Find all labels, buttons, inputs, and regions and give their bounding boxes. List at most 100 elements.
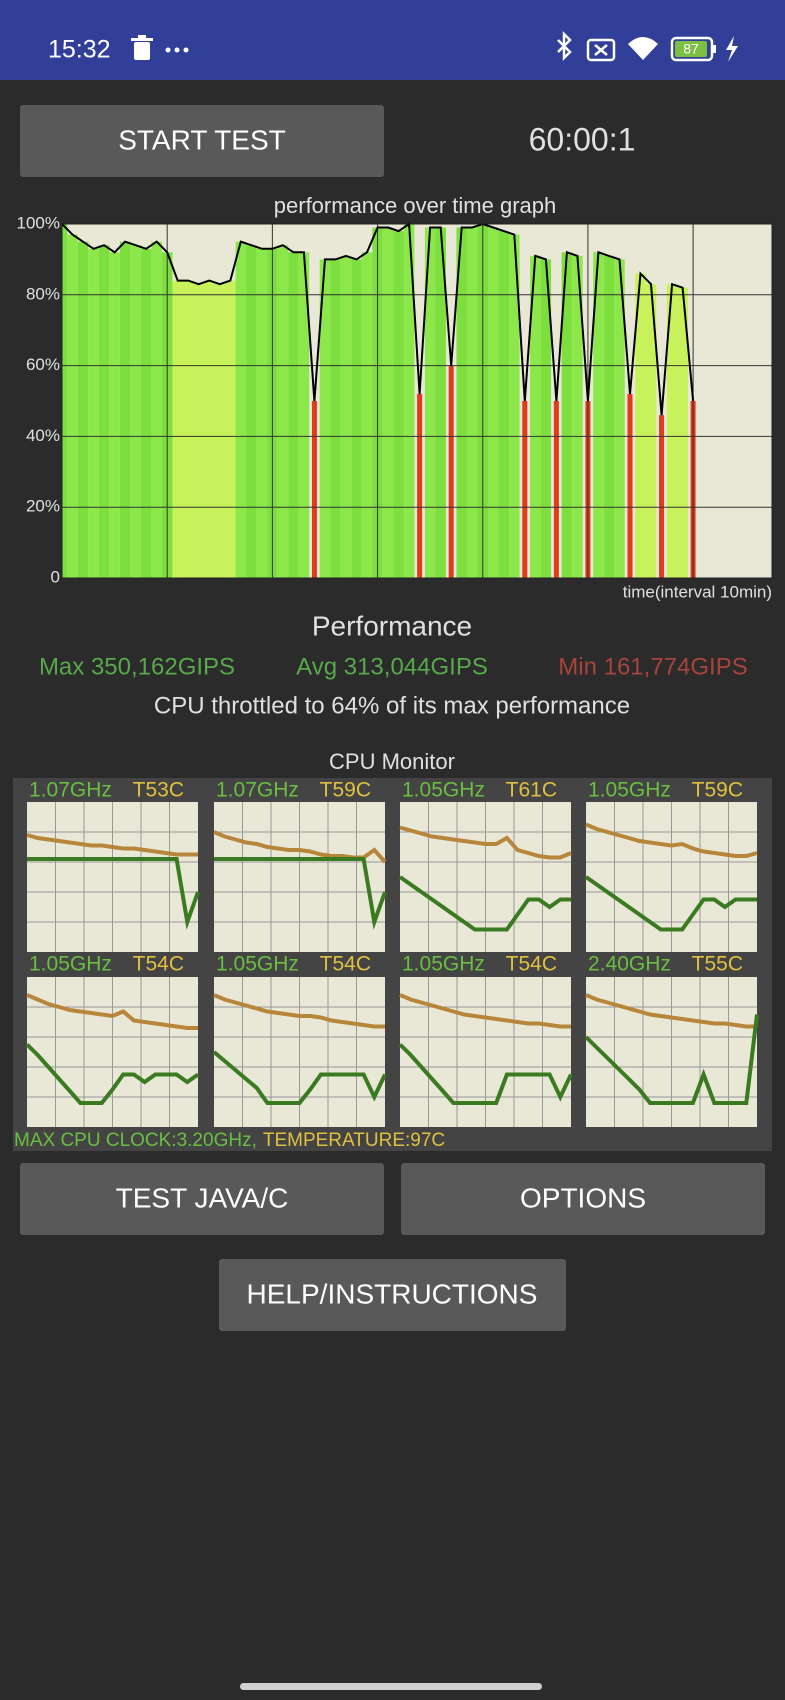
options-button[interactable] bbox=[401, 1163, 765, 1235]
help-label: HELP/INSTRUCTIONS bbox=[247, 1278, 538, 1309]
max-temperature: TEMPERATURE:97C bbox=[263, 1130, 445, 1151]
performance-strip bbox=[351, 259, 362, 578]
core-temperature: T54C bbox=[133, 953, 184, 976]
performance-strip bbox=[572, 255, 583, 579]
performance-strip bbox=[225, 280, 236, 578]
performance-strip bbox=[77, 241, 89, 578]
help-button[interactable] bbox=[219, 1259, 566, 1331]
performance-strip bbox=[330, 259, 341, 578]
frequency-line bbox=[27, 857, 200, 930]
avg-performance: Avg 313,044GIPS bbox=[296, 653, 488, 680]
performance-strip bbox=[204, 280, 215, 578]
performance-strip bbox=[67, 234, 78, 578]
performance-strip bbox=[522, 401, 528, 578]
charging-icon bbox=[726, 36, 738, 62]
y-tick-label: 100% bbox=[17, 213, 60, 232]
core-temperature: T54C bbox=[320, 953, 371, 976]
timer: 60:00:1 bbox=[529, 121, 636, 157]
temperature-line bbox=[26, 993, 198, 1030]
performance-chart: 0 20% 40% 60% 80% 100% bbox=[17, 213, 773, 586]
performance-heading: Performance bbox=[312, 610, 472, 641]
core-frequency: 1.05GHz bbox=[588, 779, 671, 802]
frequency-line bbox=[398, 1043, 573, 1105]
core-temperature: T59C bbox=[320, 779, 371, 802]
performance-strip bbox=[561, 252, 573, 578]
performance-strip bbox=[288, 252, 299, 578]
frequency-line bbox=[584, 875, 757, 932]
performance-strip bbox=[603, 255, 615, 579]
performance-strip bbox=[62, 224, 68, 578]
performance-strip bbox=[361, 252, 373, 578]
performance-strip bbox=[498, 231, 510, 578]
home-indicator bbox=[240, 1683, 542, 1690]
performance-strip bbox=[456, 227, 467, 579]
performance-strip bbox=[193, 284, 204, 578]
performance-strip bbox=[593, 252, 604, 578]
performance-strip bbox=[235, 241, 247, 578]
performance-strip bbox=[88, 248, 99, 578]
battery-icon bbox=[670, 36, 716, 62]
temperature-line bbox=[399, 825, 572, 860]
chart-title: performance over time graph bbox=[274, 193, 556, 218]
performance-strip bbox=[435, 227, 446, 579]
performance-strip bbox=[182, 280, 194, 578]
performance-strip bbox=[645, 284, 657, 578]
wifi-icon bbox=[628, 37, 658, 60]
performance-strip bbox=[109, 252, 120, 578]
performance-strip bbox=[403, 224, 415, 578]
min-performance: Min 161,774GIPS bbox=[558, 653, 747, 680]
core-frequency: 1.05GHz bbox=[402, 779, 485, 802]
x-axis-label: time(interval 10min) bbox=[623, 582, 772, 601]
battery-level: 87 bbox=[683, 41, 699, 57]
performance-strip bbox=[119, 241, 131, 578]
core-temperature: T59C bbox=[692, 779, 743, 802]
performance-strip bbox=[530, 255, 541, 579]
frequency-line bbox=[214, 857, 387, 930]
temperature-line bbox=[213, 993, 385, 1029]
status-bar bbox=[0, 0, 785, 80]
temperature-line bbox=[585, 822, 758, 858]
performance-line bbox=[61, 222, 695, 416]
performance-strip bbox=[340, 255, 352, 579]
cpu-monitor-cores: 1.07GHz T53C 1.07GHz T59C 1.05GHz T61C 1.05GHz… bbox=[25, 779, 759, 1127]
core-frequency: 1.05GHz bbox=[402, 953, 485, 976]
performance-strip bbox=[627, 393, 633, 578]
performance-strip bbox=[659, 415, 665, 578]
performance-strip bbox=[256, 248, 268, 578]
performance-strip bbox=[666, 284, 678, 578]
start-test-button[interactable] bbox=[20, 105, 384, 177]
start-test-label: START TEST bbox=[118, 124, 286, 155]
temperature-line bbox=[399, 993, 571, 1029]
no-sim-icon bbox=[586, 38, 616, 62]
y-tick-label: 60% bbox=[26, 355, 60, 374]
performance-strip bbox=[393, 231, 404, 578]
core-temperature: T54C bbox=[506, 953, 557, 976]
performance-strip bbox=[417, 393, 423, 578]
performance-strip bbox=[130, 245, 141, 579]
performance-strip bbox=[382, 227, 394, 579]
y-tick-label: 40% bbox=[26, 426, 60, 445]
performance-strip bbox=[677, 287, 688, 578]
core-temperature: T53C bbox=[133, 779, 184, 802]
core-temperature: T55C bbox=[692, 953, 743, 976]
y-tick-label: 80% bbox=[26, 284, 60, 303]
performance-strip bbox=[540, 259, 552, 578]
performance-strip bbox=[98, 245, 110, 579]
cpu-monitor-title: CPU Monitor bbox=[329, 749, 455, 774]
bluetooth-icon bbox=[557, 30, 572, 62]
frequency-line bbox=[25, 1043, 200, 1105]
core-temperature: T61C bbox=[506, 779, 557, 802]
frequency-line bbox=[398, 875, 571, 932]
performance-strip bbox=[298, 252, 310, 578]
performance-strip bbox=[635, 273, 646, 578]
performance-strip bbox=[311, 401, 317, 578]
performance-strip bbox=[151, 241, 162, 578]
performance-strip bbox=[277, 245, 289, 579]
more-icon bbox=[165, 47, 189, 53]
core-frequency: 1.07GHz bbox=[216, 779, 299, 802]
performance-strip bbox=[172, 280, 183, 578]
test-java-c-button[interactable] bbox=[20, 1163, 384, 1235]
performance-strip bbox=[466, 227, 478, 579]
throttle-summary: CPU throttled to 64% of its max performa… bbox=[154, 692, 630, 719]
performance-strip bbox=[488, 227, 499, 579]
